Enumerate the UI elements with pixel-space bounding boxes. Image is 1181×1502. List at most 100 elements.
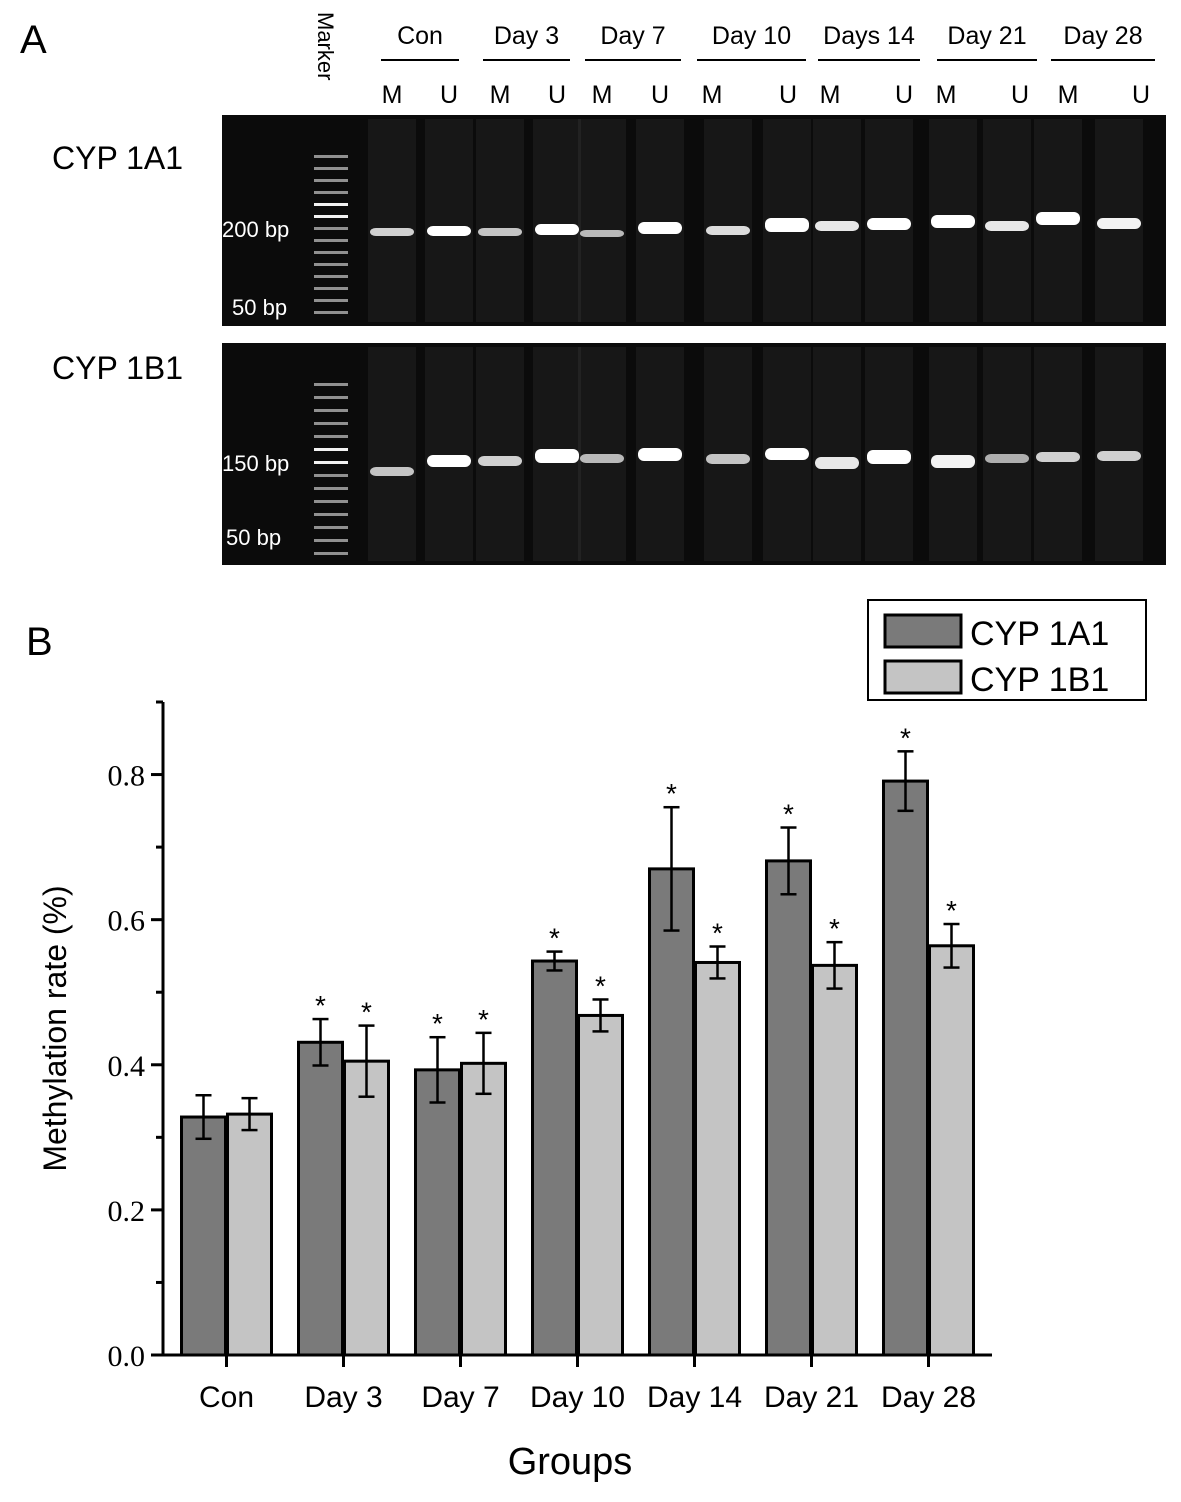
product-band	[765, 448, 809, 460]
ladder-band	[314, 167, 348, 170]
gel-image-cyp1a1: 200 bp 50 bp	[222, 115, 1166, 326]
lane-label: M	[820, 81, 841, 109]
significance-star: *	[549, 923, 560, 954]
lane-label: M	[702, 81, 723, 109]
lane-smear	[476, 347, 524, 561]
ladder-band	[314, 487, 348, 490]
x-tick-label: Day 21	[764, 1381, 859, 1414]
group-label: Day 28	[1063, 22, 1142, 50]
x-tick-label: Day 3	[304, 1381, 382, 1414]
methylation-bar-chart: 0.0 0.2 0.4 0.6 0.8 Methylation rate (%) Group…	[37, 599, 1147, 1483]
group-label: Day 10	[712, 22, 791, 50]
bar-cyp1b1	[577, 1013, 624, 1357]
product-band	[1097, 451, 1141, 461]
lane-label: U	[548, 81, 566, 109]
ladder-band	[314, 251, 348, 254]
x-tick-label: Day 10	[530, 1381, 625, 1414]
ladder-band	[314, 422, 348, 425]
lane-label: M	[1058, 81, 1079, 109]
legend: CYP 1A1 CYP 1B1	[867, 599, 1147, 701]
y-tick-label: 0.8	[108, 760, 146, 793]
lane-smear	[636, 119, 684, 322]
ladder-band	[314, 513, 348, 516]
group-label: Day 21	[947, 22, 1026, 50]
lane-smear	[929, 347, 977, 561]
ladder-band	[314, 461, 348, 464]
product-band	[638, 222, 682, 234]
lane-smear	[368, 347, 416, 561]
significance-star: *	[783, 799, 794, 830]
product-band	[580, 454, 624, 463]
significance-star: *	[478, 1004, 489, 1035]
ladder-band	[314, 435, 348, 438]
x-axis-label: Groups	[508, 1441, 633, 1483]
lane-smear	[425, 347, 473, 561]
product-band	[427, 226, 471, 236]
ladder-band	[314, 299, 348, 302]
legend-swatch-cyp1b1	[883, 659, 963, 695]
lane-smear	[578, 119, 626, 322]
ladder-band	[314, 227, 348, 230]
bar-cyp1b1	[928, 944, 975, 1357]
bar-cyp1a1	[531, 959, 578, 1357]
product-band	[1036, 452, 1080, 462]
product-band	[815, 457, 859, 469]
y-tick-label: 0.2	[108, 1195, 146, 1228]
group-label: Day 3	[494, 22, 559, 50]
lane-smear	[813, 119, 861, 322]
legend-label: CYP 1A1	[970, 615, 1109, 653]
lane-smear	[533, 119, 581, 322]
significance-star: *	[900, 722, 911, 753]
ladder-band	[314, 203, 348, 206]
lane-smear	[704, 119, 752, 322]
product-band	[931, 215, 975, 228]
lane-label: M	[592, 81, 613, 109]
gel-image-cyp1b1: 150 bp 50 bp	[222, 343, 1166, 565]
lane-label: M	[490, 81, 511, 109]
x-tick-label: Con	[199, 1381, 254, 1414]
ladder-band	[314, 526, 348, 529]
lane-smear	[425, 119, 473, 322]
ladder-band	[314, 287, 348, 290]
product-band	[765, 218, 809, 232]
lane-label: M	[936, 81, 957, 109]
x-tick-label: Day 28	[881, 1381, 976, 1414]
ladder-band	[314, 275, 348, 278]
size-marker-label: 50 bp	[232, 295, 287, 320]
lane-smear	[983, 119, 1031, 322]
product-band	[985, 221, 1029, 231]
size-marker-label: 200 bp	[222, 217, 289, 242]
y-tick-label: 0.0	[108, 1340, 146, 1373]
product-band	[535, 224, 579, 235]
x-tick-label: Day 14	[647, 1381, 742, 1414]
significance-star: *	[946, 895, 957, 926]
bar-cyp1a1	[414, 1068, 461, 1357]
y-tick-label: 0.6	[108, 905, 146, 938]
panel-b-letter: B	[26, 620, 53, 664]
bar-cyp1a1	[648, 867, 695, 1357]
product-band	[1097, 218, 1141, 229]
product-band	[535, 449, 579, 463]
y-tick-label: 0.4	[108, 1050, 146, 1083]
product-band	[867, 218, 911, 230]
panel-a-letter: A	[20, 18, 47, 62]
bar-cyp1a1	[765, 859, 812, 1357]
bar-cyp1b1	[460, 1061, 507, 1357]
lane-label: U	[779, 81, 797, 109]
y-axis-label: Methylation rate (%)	[37, 885, 73, 1171]
ladder-band	[314, 474, 348, 477]
ladder-band	[314, 239, 348, 242]
lane-smear	[476, 119, 524, 322]
group-label: Con	[397, 22, 443, 50]
bar-cyp1b1	[694, 960, 741, 1357]
bar-cyp1a1	[297, 1040, 344, 1357]
product-band	[370, 467, 414, 476]
significance-star: *	[829, 913, 840, 944]
significance-star: *	[666, 778, 677, 809]
marker-label: Marker	[313, 12, 338, 80]
lane-smear	[813, 347, 861, 561]
bar-cyp1b1	[226, 1112, 273, 1357]
lane-label: U	[1132, 81, 1150, 109]
size-marker-label: 50 bp	[226, 525, 281, 550]
product-band	[638, 448, 682, 461]
